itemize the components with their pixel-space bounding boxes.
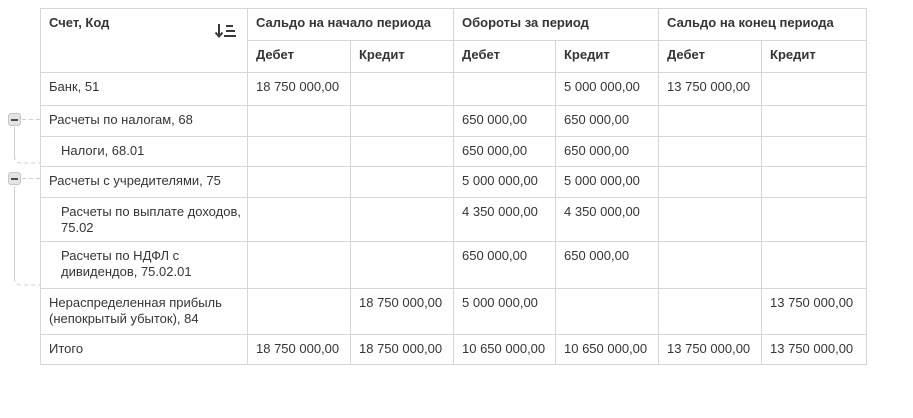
account-cell[interactable]: Итого: [40, 334, 248, 365]
value-cell[interactable]: [761, 105, 868, 137]
value-cell[interactable]: 13 750 000,00: [761, 334, 868, 365]
value-cell[interactable]: [247, 136, 351, 167]
column-header-turnover-debit[interactable]: Дебет: [453, 40, 556, 73]
column-header-opening-credit[interactable]: Кредит: [350, 40, 454, 73]
value-cell[interactable]: [350, 197, 454, 242]
value-cell[interactable]: 5 000 000,00: [554, 166, 660, 198]
value-cell[interactable]: 10 650 000,00: [453, 334, 556, 365]
collapse-group-68-button[interactable]: [8, 113, 21, 126]
value-cell[interactable]: [247, 105, 351, 137]
value-cell[interactable]: [247, 241, 351, 289]
value-cell[interactable]: [761, 241, 868, 289]
column-header-closing-credit[interactable]: Кредит: [761, 40, 868, 73]
value-cell[interactable]: [658, 136, 763, 167]
value-cell[interactable]: [658, 105, 763, 137]
value-cell[interactable]: [658, 197, 763, 242]
value-cell[interactable]: 13 750 000,00: [761, 288, 868, 335]
value-cell[interactable]: 10 650 000,00: [554, 334, 660, 365]
value-cell[interactable]: 650 000,00: [554, 241, 660, 289]
table-row: Налоги, 68.01 650 000,00 650 000,00: [40, 136, 868, 167]
column-group-turnover[interactable]: Обороты за период: [452, 8, 660, 41]
value-cell[interactable]: 13 750 000,00: [658, 334, 763, 365]
value-cell[interactable]: 5 000 000,00: [453, 288, 556, 335]
group-row: Расчеты с учредителями, 75 5 000 000,00 5 …: [40, 166, 868, 198]
column-header-turnover-credit[interactable]: Кредит: [554, 40, 660, 73]
sort-descending-icon[interactable]: [213, 21, 237, 43]
value-cell[interactable]: 5 000 000,00: [453, 166, 556, 198]
account-cell[interactable]: Расчеты по налогам, 68: [40, 105, 248, 137]
value-cell[interactable]: [247, 197, 351, 242]
table-row: Расчеты по НДФЛ с дивидендов, 75.02.01 65…: [40, 241, 868, 289]
value-cell[interactable]: [761, 197, 868, 242]
value-cell[interactable]: 4 350 000,00: [554, 197, 660, 242]
value-cell[interactable]: [554, 288, 660, 335]
value-cell[interactable]: 5 000 000,00: [554, 72, 660, 106]
account-cell[interactable]: Расчеты с учредителями, 75: [40, 166, 248, 198]
value-cell[interactable]: [658, 288, 763, 335]
account-cell[interactable]: Налоги, 68.01: [40, 136, 248, 167]
value-cell[interactable]: [247, 166, 351, 198]
value-cell[interactable]: 13 750 000,00: [658, 72, 763, 106]
value-cell[interactable]: 18 750 000,00: [350, 334, 454, 365]
value-cell[interactable]: [350, 166, 454, 198]
value-cell[interactable]: [350, 105, 454, 137]
value-cell[interactable]: [453, 72, 556, 106]
value-cell[interactable]: 650 000,00: [453, 105, 556, 137]
value-cell[interactable]: [350, 72, 454, 106]
value-cell[interactable]: [761, 72, 868, 106]
value-cell[interactable]: 650 000,00: [453, 136, 556, 167]
value-cell[interactable]: 18 750 000,00: [247, 72, 351, 106]
column-header-account[interactable]: Счет, Код: [40, 8, 248, 73]
group-row: Расчеты по налогам, 68 650 000,00 650 000,…: [40, 105, 868, 137]
balance-sheet-table: Счет, Код: [40, 8, 868, 365]
header-row-subcolumns: Дебет Кредит Дебет Кредит Дебет Кредит: [41, 40, 868, 73]
value-cell[interactable]: 650 000,00: [453, 241, 556, 289]
group-tree-lines: [14, 119, 40, 286]
value-cell[interactable]: 18 750 000,00: [350, 288, 454, 335]
account-column-label: Счет, Код: [49, 15, 110, 30]
account-cell[interactable]: Расчеты по НДФЛ с дивидендов, 75.02.01: [40, 241, 248, 289]
total-row: Итого 18 750 000,00 18 750 000,00 10 650 00…: [40, 334, 868, 365]
header-row-groups: Счет, Код: [40, 8, 868, 73]
account-cell[interactable]: Расчеты по выплате доходов, 75.02: [40, 197, 248, 242]
account-cell[interactable]: Банк, 51: [40, 72, 248, 106]
column-header-opening-debit[interactable]: Дебет: [247, 40, 351, 73]
value-cell[interactable]: 18 750 000,00: [247, 334, 351, 365]
value-cell[interactable]: [350, 241, 454, 289]
value-cell[interactable]: [247, 288, 351, 335]
table-row: Банк, 51 18 750 000,00 5 000 000,00 13 750 …: [40, 72, 868, 106]
collapse-group-75-button[interactable]: [8, 172, 21, 185]
value-cell[interactable]: [761, 136, 868, 167]
table-body: Банк, 51 18 750 000,00 5 000 000,00 13 750 …: [40, 72, 868, 365]
account-cell[interactable]: Нераспределенная прибыль (непокрытый убы…: [40, 288, 248, 335]
value-cell[interactable]: [658, 241, 763, 289]
value-cell[interactable]: [350, 136, 454, 167]
column-header-closing-debit[interactable]: Дебет: [658, 40, 763, 73]
column-group-opening-balance[interactable]: Сальдо на начало периода: [247, 8, 454, 41]
table-row: Нераспределенная прибыль (непокрытый убы…: [40, 288, 868, 335]
value-cell[interactable]: [761, 166, 868, 198]
table-row: Расчеты по выплате доходов, 75.02 4 350 0…: [40, 197, 868, 242]
value-cell[interactable]: 650 000,00: [554, 136, 660, 167]
value-cell[interactable]: 650 000,00: [554, 105, 660, 137]
column-group-closing-balance[interactable]: Сальдо на конец периода: [658, 8, 868, 41]
value-cell[interactable]: [658, 166, 763, 198]
value-cell[interactable]: 4 350 000,00: [453, 197, 556, 242]
